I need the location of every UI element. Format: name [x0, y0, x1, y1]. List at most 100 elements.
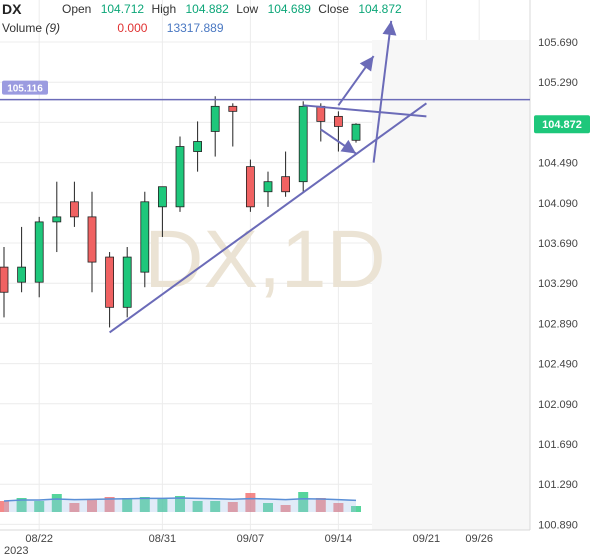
volume-readout: Volume (9) 0.000 13317.889 — [2, 21, 224, 35]
candle-body — [281, 176, 291, 193]
candle-body — [210, 105, 220, 132]
y-tick-label: 101.690 — [538, 439, 578, 451]
volume-bar — [51, 494, 62, 512]
candle — [34, 216, 44, 298]
open-label: Open — [62, 2, 92, 16]
high-value: 104.882 — [185, 2, 229, 16]
x-tick-label: 08/31 — [149, 533, 177, 545]
candle-body — [298, 105, 308, 183]
candle-body — [140, 201, 150, 273]
volume-bar — [0, 501, 9, 512]
volume-bar — [245, 493, 256, 512]
y-tick-label: 104.490 — [538, 158, 578, 170]
y-tick-label: 102.090 — [538, 399, 578, 411]
volume-bar — [87, 500, 97, 512]
x-tick-label: 09/26 — [465, 533, 493, 545]
level-badge-label: 105.116 — [7, 84, 43, 95]
y-tick-label: 102.490 — [538, 359, 578, 371]
candle — [281, 151, 291, 197]
candle — [193, 121, 203, 172]
close-value: 104.872 — [358, 2, 402, 16]
candle-body — [263, 181, 273, 193]
arrow-shaft — [372, 20, 393, 163]
candle — [333, 111, 343, 152]
volume-bar — [210, 501, 221, 512]
candle-body — [333, 115, 343, 127]
candle-body — [228, 105, 238, 112]
time-axis: 08/22 08/31 09/07 09/14 09/21 09/26 2023 — [4, 533, 493, 557]
volume-ma-line — [3, 497, 357, 502]
volume-bar — [263, 503, 273, 512]
candle-body — [193, 141, 203, 152]
level-badge — [2, 80, 48, 95]
y-tick-label: 103.290 — [538, 278, 578, 290]
trend-annotations — [109, 20, 427, 334]
volume-bar — [280, 505, 291, 512]
candle — [210, 96, 220, 157]
volume-bar — [104, 497, 115, 512]
volume-bars — [0, 492, 361, 512]
future-zone — [372, 40, 530, 530]
candle-body — [122, 256, 132, 308]
volume-bar — [69, 503, 80, 512]
volume-ma-value: 13317.889 — [166, 21, 224, 35]
candle-body — [52, 216, 62, 223]
low-label: Low — [236, 2, 259, 16]
volume-bar — [157, 499, 168, 512]
volume-bar — [315, 498, 326, 512]
candle — [87, 191, 97, 293]
volume-bar — [192, 501, 203, 512]
candle — [105, 252, 114, 328]
candle-body — [351, 123, 361, 141]
watermark: DX,1D — [144, 214, 386, 305]
volume-bar — [298, 492, 309, 512]
volume-param: (9) — [45, 21, 61, 35]
x-tick-label: 09/07 — [237, 533, 265, 545]
candle-body — [157, 186, 167, 208]
volume-label: Volume — [2, 21, 43, 35]
y-tick-label: 103.690 — [538, 238, 578, 250]
x-tick-label: 09/21 — [413, 533, 441, 545]
candle — [0, 247, 9, 318]
arrow-head — [382, 20, 397, 36]
y-tick-label: 102.890 — [538, 318, 578, 330]
candle — [245, 159, 255, 212]
volume-bar — [175, 496, 185, 512]
candle-body — [17, 266, 27, 283]
candle — [122, 247, 132, 318]
candle-body — [34, 221, 44, 283]
y-tick-label: 104.090 — [538, 198, 578, 210]
ohlc-readout: Open 104.712 High 104.882 Low 104.689 Cl… — [62, 2, 402, 16]
low-value: 104.689 — [267, 2, 311, 16]
arrow-head — [359, 56, 374, 72]
candle — [263, 171, 273, 207]
volume-bar — [34, 501, 45, 512]
candles — [0, 96, 361, 328]
candle — [17, 226, 27, 293]
y-tick-label: 105.690 — [538, 37, 578, 49]
candle-body — [0, 266, 9, 293]
volume-bar — [351, 506, 361, 512]
close-label: Close — [318, 2, 349, 16]
volume-bar — [122, 498, 133, 512]
candle — [140, 191, 150, 288]
y-tick-label: 100.890 — [538, 519, 578, 531]
volume-bar — [227, 502, 238, 512]
candle — [157, 186, 167, 237]
price-markers: 105.116 104.872 — [0, 80, 590, 134]
candle-body — [245, 166, 255, 208]
candle-body — [87, 216, 97, 263]
volume-value: 0.000 — [117, 21, 148, 35]
x-year-label: 2023 — [4, 545, 28, 557]
candle — [351, 123, 361, 143]
volume-bar — [16, 498, 27, 512]
volume-bar — [333, 503, 344, 512]
arrow-head — [340, 139, 356, 154]
last-price-badge — [534, 115, 590, 134]
candle — [70, 181, 79, 227]
volume-bar — [139, 497, 150, 512]
candle — [228, 103, 238, 147]
trendline — [109, 102, 427, 334]
candle — [52, 181, 62, 253]
